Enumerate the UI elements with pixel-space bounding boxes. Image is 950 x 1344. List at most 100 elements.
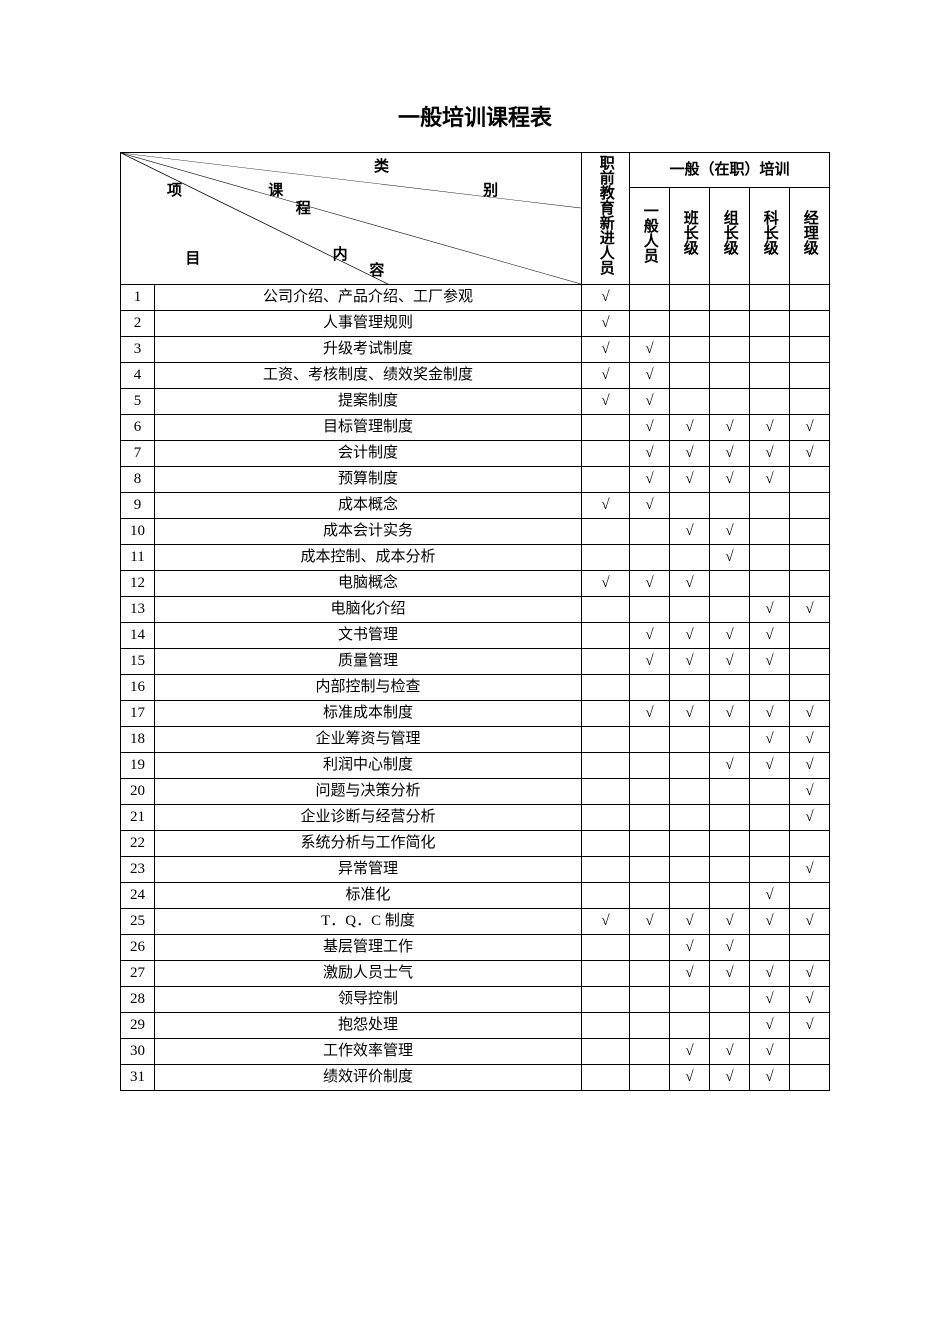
check-cell-ban: √	[669, 415, 709, 441]
table-row: 8预算制度√√√√	[121, 467, 830, 493]
table-row: 31绩效评价制度√√√	[121, 1065, 830, 1091]
table-row: 24标准化√	[121, 883, 830, 909]
check-cell-ban	[669, 311, 709, 337]
check-cell-ke: √	[749, 961, 789, 987]
check-cell-ban	[669, 363, 709, 389]
check-cell-ban: √	[669, 909, 709, 935]
course-name: 标准化	[155, 883, 582, 909]
row-number: 28	[121, 987, 155, 1013]
check-cell-ke	[749, 311, 789, 337]
diag-label-rong: 容	[369, 261, 384, 282]
row-number: 30	[121, 1039, 155, 1065]
check-cell-pre	[581, 805, 629, 831]
check-cell-mgr: √	[789, 1013, 829, 1039]
course-name: 企业诊断与经营分析	[155, 805, 582, 831]
table-row: 5提案制度√√	[121, 389, 830, 415]
check-cell-ke: √	[749, 623, 789, 649]
table-row: 21企业诊断与经营分析√	[121, 805, 830, 831]
check-cell-pre: √	[581, 571, 629, 597]
table-row: 25T．Q．C 制度√√√√√√	[121, 909, 830, 935]
check-cell-ban	[669, 753, 709, 779]
course-name: 内部控制与检查	[155, 675, 582, 701]
check-cell-pre	[581, 831, 629, 857]
check-cell-zu: √	[709, 545, 749, 571]
course-name: 利润中心制度	[155, 753, 582, 779]
row-number: 16	[121, 675, 155, 701]
row-number: 27	[121, 961, 155, 987]
check-cell-pre: √	[581, 493, 629, 519]
check-cell-zu	[709, 285, 749, 311]
row-number: 18	[121, 727, 155, 753]
check-cell-gen: √	[629, 571, 669, 597]
check-cell-ban	[669, 727, 709, 753]
check-cell-pre	[581, 1013, 629, 1039]
check-cell-mgr	[789, 545, 829, 571]
check-cell-pre	[581, 857, 629, 883]
check-cell-zu	[709, 1013, 749, 1039]
check-cell-ban	[669, 675, 709, 701]
check-cell-ke	[749, 493, 789, 519]
check-cell-pre: √	[581, 337, 629, 363]
check-cell-ke: √	[749, 1039, 789, 1065]
diag-label-bie: 别	[483, 181, 498, 202]
row-number: 23	[121, 857, 155, 883]
check-cell-zu: √	[709, 415, 749, 441]
check-cell-zu: √	[709, 753, 749, 779]
check-cell-gen: √	[629, 623, 669, 649]
check-cell-ban	[669, 857, 709, 883]
check-cell-ban: √	[669, 649, 709, 675]
check-cell-mgr	[789, 649, 829, 675]
table-row: 11成本控制、成本分析√	[121, 545, 830, 571]
check-cell-ke	[749, 831, 789, 857]
diag-label-ke: 课	[268, 181, 283, 202]
course-name: 工作效率管理	[155, 1039, 582, 1065]
table-row: 9成本概念√√	[121, 493, 830, 519]
check-cell-ke	[749, 779, 789, 805]
table-row: 18企业筹资与管理√√	[121, 727, 830, 753]
check-cell-zu	[709, 597, 749, 623]
table-row: 29抱怨处理√√	[121, 1013, 830, 1039]
course-name: 质量管理	[155, 649, 582, 675]
check-cell-gen	[629, 545, 669, 571]
course-name: 企业筹资与管理	[155, 727, 582, 753]
table-row: 28领导控制√√	[121, 987, 830, 1013]
check-cell-pre	[581, 415, 629, 441]
check-cell-ke: √	[749, 597, 789, 623]
check-cell-gen: √	[629, 649, 669, 675]
course-name: T．Q．C 制度	[155, 909, 582, 935]
check-cell-ke	[749, 675, 789, 701]
check-cell-ke	[749, 857, 789, 883]
check-cell-gen: √	[629, 441, 669, 467]
check-cell-ke	[749, 519, 789, 545]
check-cell-mgr	[789, 363, 829, 389]
check-cell-zu	[709, 337, 749, 363]
check-cell-mgr	[789, 675, 829, 701]
row-number: 22	[121, 831, 155, 857]
course-name: 系统分析与工作简化	[155, 831, 582, 857]
check-cell-ke: √	[749, 415, 789, 441]
check-cell-ban	[669, 831, 709, 857]
table-row: 30工作效率管理√√√	[121, 1039, 830, 1065]
check-cell-gen	[629, 311, 669, 337]
check-cell-ban	[669, 805, 709, 831]
check-cell-ke: √	[749, 1065, 789, 1091]
check-cell-gen	[629, 805, 669, 831]
check-cell-mgr: √	[789, 441, 829, 467]
table-row: 1公司介绍、产品介绍、工厂参观√	[121, 285, 830, 311]
check-cell-mgr	[789, 883, 829, 909]
check-cell-mgr	[789, 285, 829, 311]
check-cell-mgr: √	[789, 779, 829, 805]
check-cell-ban: √	[669, 935, 709, 961]
course-name: 激励人员士气	[155, 961, 582, 987]
row-number: 20	[121, 779, 155, 805]
check-cell-ban	[669, 779, 709, 805]
diag-label-lei: 类	[374, 157, 389, 178]
check-cell-pre	[581, 987, 629, 1013]
check-cell-ban: √	[669, 519, 709, 545]
check-cell-pre	[581, 467, 629, 493]
check-cell-ke	[749, 363, 789, 389]
check-cell-gen	[629, 883, 669, 909]
row-number: 14	[121, 623, 155, 649]
check-cell-ke	[749, 285, 789, 311]
check-cell-mgr: √	[789, 727, 829, 753]
